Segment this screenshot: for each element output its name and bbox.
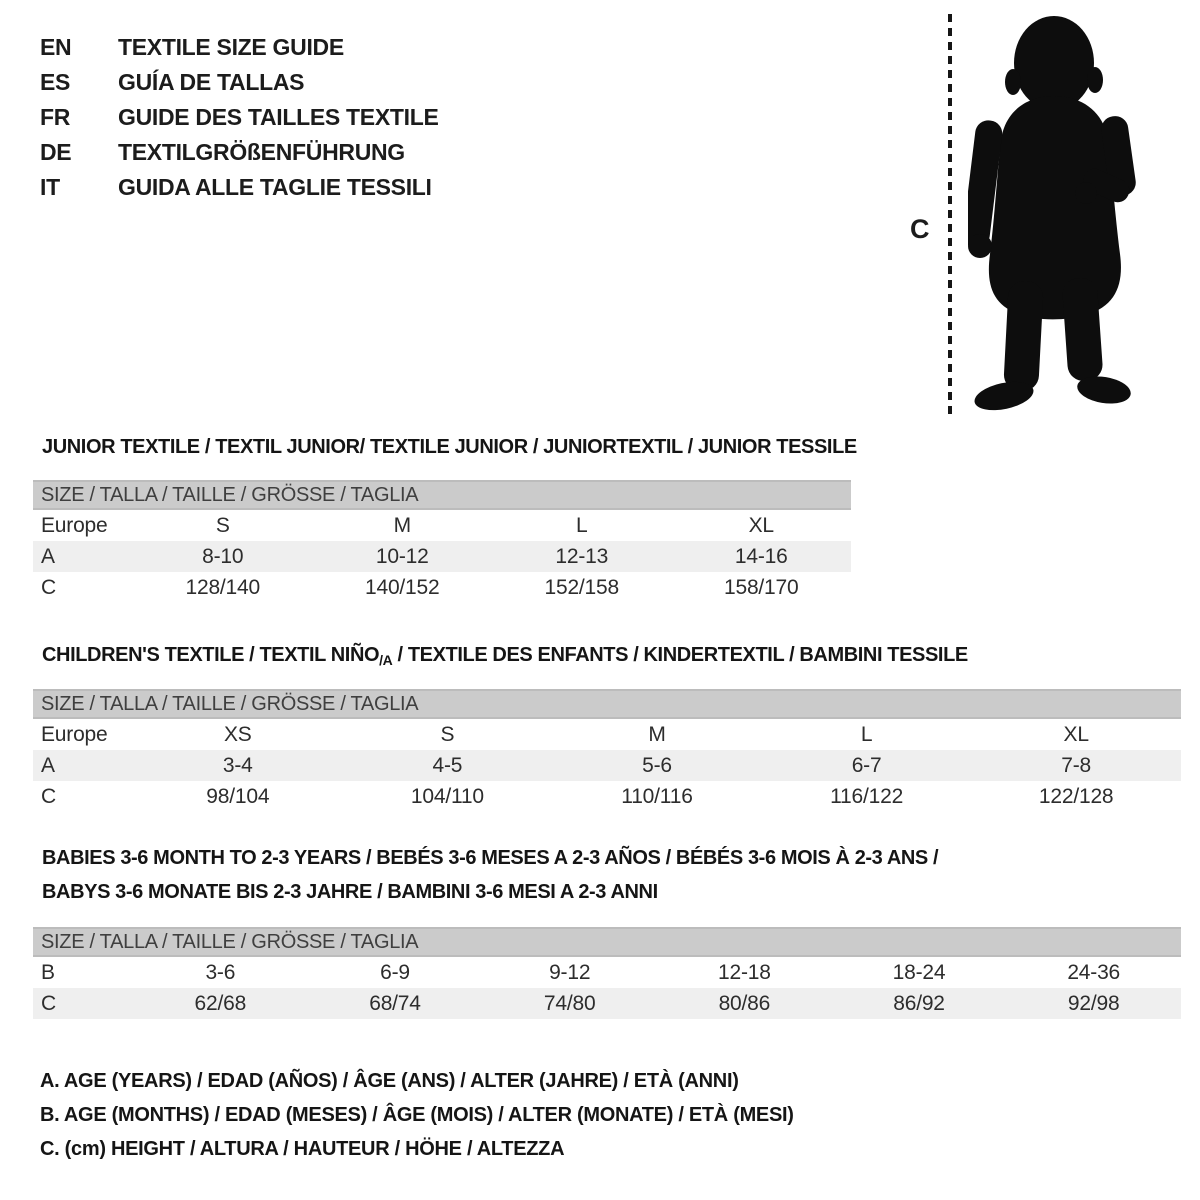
- junior-sizes-row: Europe S M L XL: [33, 510, 851, 541]
- children-height-cell: 116/122: [830, 784, 904, 808]
- junior-age-cell: 14-16: [734, 544, 788, 568]
- junior-height-cell: 158/170: [723, 575, 799, 599]
- junior-size-header-text: SIZE / TALLA / TAILLE / GRÖSSE / TAGLIA: [41, 483, 419, 506]
- junior-size-header-bar: SIZE / TALLA / TAILLE / GRÖSSE / TAGLIA: [33, 480, 851, 510]
- toddler-silhouette-icon: [968, 16, 1136, 411]
- children-age-cell: 7-8: [1061, 753, 1092, 777]
- children-size-cell: XS: [223, 722, 252, 746]
- junior-height-cell: 140/152: [364, 575, 440, 599]
- babies-section-title-line1: BABIES 3-6 MONTH TO 2-3 YEARS / BEBÉS 3-…: [42, 847, 939, 869]
- children-sizes-row: Europe XS S M L XL: [33, 719, 1181, 750]
- junior-size-table: SIZE / TALLA / TAILLE / GRÖSSE / TAGLIA …: [33, 480, 851, 603]
- children-size-cell: L: [860, 722, 873, 746]
- babies-height-row-label: C: [41, 991, 56, 1015]
- height-measure-label: C: [910, 214, 930, 244]
- guide-title-en: TEXTILE SIZE GUIDE: [118, 34, 344, 60]
- guide-title-es: GUÍA DE TALLAS: [118, 69, 305, 95]
- language-code-it: IT: [40, 174, 60, 200]
- junior-height-cell: 128/140: [185, 575, 260, 599]
- children-title-subscript: /A: [379, 652, 393, 668]
- babies-height-cell: 86/92: [893, 991, 945, 1015]
- children-age-row-label: A: [41, 753, 55, 777]
- babies-section-title-line2: BABYS 3-6 MONATE BIS 2-3 JAHRE / BAMBINI…: [42, 881, 658, 903]
- children-size-cell: XL: [1063, 722, 1089, 746]
- children-region-label: Europe: [41, 722, 108, 746]
- children-height-row-label: C: [41, 784, 56, 808]
- children-age-cell: 5-6: [642, 753, 672, 777]
- language-row-fr: FR GUIDE DES TAILLES TEXTILE: [40, 100, 439, 135]
- children-size-header-text: SIZE / TALLA / TAILLE / GRÖSSE / TAGLIA: [41, 692, 419, 715]
- language-code-de: DE: [40, 139, 72, 165]
- children-section-title: CHILDREN'S TEXTILE / TEXTIL NIÑO/A / TEX…: [42, 644, 969, 668]
- children-height-cell: 104/110: [410, 784, 484, 808]
- children-size-cell: M: [648, 722, 666, 746]
- children-age-row: A 3-4 4-5 5-6 6-7 7-8: [33, 750, 1181, 781]
- language-code-fr: FR: [40, 104, 71, 130]
- babies-months-cell: 18-24: [892, 960, 946, 984]
- junior-age-cell: 12-13: [555, 544, 609, 568]
- babies-months-cell: 6-9: [380, 960, 410, 984]
- children-height-cell: 110/116: [621, 784, 693, 808]
- legend-line-c: C. (cm) HEIGHT / ALTURA / HAUTEUR / HÖHE…: [40, 1138, 565, 1160]
- children-title-suffix: / TEXTILE DES ENFANTS / KINDERTEXTIL / B…: [392, 644, 969, 666]
- junior-size-cell: M: [393, 513, 411, 537]
- babies-size-table: SIZE / TALLA / TAILLE / GRÖSSE / TAGLIA …: [33, 927, 1181, 1019]
- junior-size-cell: S: [215, 513, 230, 537]
- language-code-en: EN: [40, 34, 72, 60]
- babies-height-cell: 68/74: [369, 991, 421, 1015]
- junior-height-row: C 128/140 140/152 152/158 158/170: [33, 572, 851, 603]
- children-age-cell: 6-7: [851, 753, 882, 777]
- language-row-en: EN TEXTILE SIZE GUIDE: [40, 30, 439, 65]
- guide-title-de: TEXTILGRÖßENFÜHRUNG: [118, 139, 405, 165]
- babies-height-cell: 80/86: [718, 991, 771, 1015]
- children-size-header-bar: SIZE / TALLA / TAILLE / GRÖSSE / TAGLIA: [33, 689, 1181, 719]
- guide-title-fr: GUIDE DES TAILLES TEXTILE: [118, 104, 439, 130]
- language-row-it: IT GUIDA ALLE TAGLIE TESSILI: [40, 170, 439, 205]
- babies-months-cell: 24-36: [1067, 960, 1121, 984]
- junior-region-label: Europe: [41, 513, 108, 537]
- babies-height-cell: 92/98: [1067, 991, 1120, 1015]
- junior-age-row: A 8-10 10-12 12-13 14-16: [33, 541, 851, 572]
- babies-months-cell: 12-18: [717, 960, 771, 984]
- children-age-cell: 3-4: [222, 753, 253, 777]
- children-size-cell: S: [440, 722, 455, 746]
- language-code-es: ES: [40, 69, 71, 95]
- legend-line-a: A. AGE (YEARS) / EDAD (AÑOS) / ÂGE (ANS)…: [40, 1070, 739, 1092]
- children-title-prefix: CHILDREN'S TEXTILE / TEXTIL NIÑO: [42, 644, 380, 666]
- babies-height-row: C 62/68 68/74 74/80 80/86 86/92 92/98: [33, 988, 1181, 1019]
- junior-age-cell: 8-10: [202, 544, 244, 568]
- height-measure-dashed-line: [948, 14, 952, 418]
- babies-months-row: B 3-6 6-9 9-12 12-18 18-24 24-36: [33, 957, 1181, 988]
- junior-section-title: JUNIOR TEXTILE / TEXTIL JUNIOR/ TEXTILE …: [42, 436, 857, 458]
- children-age-cell: 4-5: [432, 753, 463, 777]
- babies-months-cell: 3-6: [205, 960, 236, 984]
- junior-size-cell: L: [576, 513, 588, 537]
- legend-line-b: B. AGE (MONTHS) / EDAD (MESES) / ÂGE (MO…: [40, 1104, 794, 1126]
- junior-height-cell: 152/158: [544, 575, 619, 599]
- babies-months-row-label: B: [41, 960, 55, 984]
- junior-age-row-label: A: [41, 544, 55, 568]
- children-height-cell: 122/128: [1038, 784, 1114, 808]
- language-title-block: EN TEXTILE SIZE GUIDE ES GUÍA DE TALLAS …: [40, 30, 439, 205]
- children-size-table: SIZE / TALLA / TAILLE / GRÖSSE / TAGLIA …: [33, 689, 1181, 812]
- children-height-row: C 98/104 104/110 110/116 116/122 122/128: [33, 781, 1181, 812]
- babies-size-header-text: SIZE / TALLA / TAILLE / GRÖSSE / TAGLIA: [41, 930, 419, 953]
- babies-height-cell: 74/80: [543, 991, 596, 1015]
- junior-height-row-label: C: [41, 575, 56, 599]
- guide-title-it: GUIDA ALLE TAGLIE TESSILI: [118, 174, 432, 200]
- children-height-cell: 98/104: [206, 784, 270, 808]
- junior-size-cell: XL: [748, 513, 774, 537]
- babies-height-cell: 62/68: [194, 991, 247, 1015]
- babies-months-cell: 9-12: [549, 960, 591, 984]
- babies-size-header-bar: SIZE / TALLA / TAILLE / GRÖSSE / TAGLIA: [33, 927, 1181, 957]
- language-row-es: ES GUÍA DE TALLAS: [40, 65, 439, 100]
- language-row-de: DE TEXTILGRÖßENFÜHRUNG: [40, 135, 439, 170]
- junior-age-cell: 10-12: [375, 544, 429, 568]
